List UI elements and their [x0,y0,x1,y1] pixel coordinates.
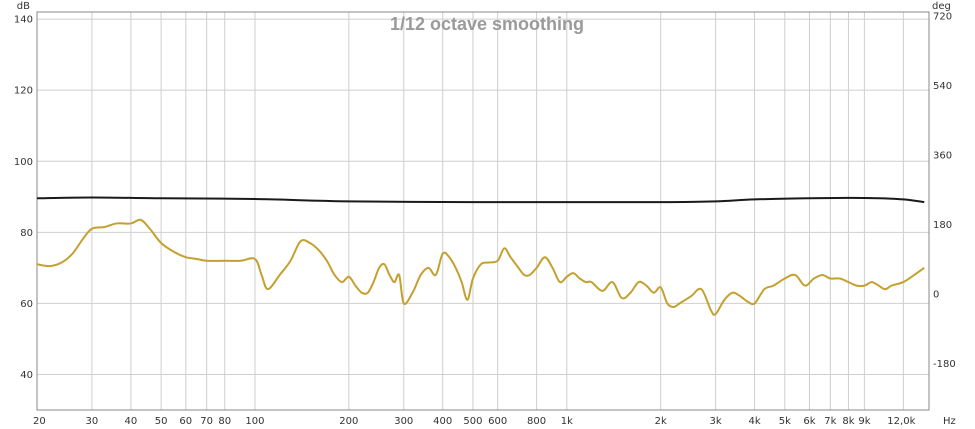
right-axis-unit: deg [932,1,951,12]
left-tick-label: 80 [20,228,33,239]
right-tick-label: 720 [933,11,952,22]
x-tick-label: 7k [824,416,836,427]
right-tick-label: 360 [933,150,952,161]
x-tick-label: 60 [179,416,192,427]
phase-line [36,196,925,204]
series-lines [36,196,925,316]
x-tick-label: 30 [86,416,99,427]
x-tick-label: 4k [749,416,761,427]
right-axis-ticks: -180 0 180 360 540 720 [933,11,956,370]
right-tick-label: 180 [933,220,952,231]
x-tick-label: 100 [245,416,264,427]
plot-frame [36,11,930,411]
x-tick-label: 5k [779,416,791,427]
x-axis-unit: Hz [943,416,956,427]
x-tick-label: 500 [463,416,482,427]
left-tick-label: 60 [20,299,33,310]
x-tick-label: 300 [394,416,413,427]
x-axis-ticks: 20 30 40 50 60 70 80 100 200 300 400 500 600 800 1k 2k 3… [33,416,916,427]
x-tick-label: 400 [433,416,452,427]
vertical-gridlines [36,12,904,410]
x-tick-label: 70 [200,416,213,427]
left-axis-ticks: 40 60 80 100 120 140 [14,15,33,381]
x-tick-label: 3k [710,416,722,427]
x-tick-label: 200 [339,416,358,427]
left-tick-label: 140 [14,15,33,26]
left-tick-label: 120 [14,86,33,97]
left-tick-label: 100 [14,157,33,168]
x-tick-label: 1k [561,416,573,427]
right-tick-label: 540 [933,81,952,92]
right-tick-label: -180 [933,359,956,370]
x-tick-label: 2k [655,416,667,427]
spl-line [36,218,925,316]
left-tick-label: 40 [20,370,33,381]
x-tick-label: 80 [218,416,231,427]
x-tick-label: 40 [125,416,138,427]
x-tick-label: 9k [858,416,870,427]
right-tick-label: 0 [933,290,939,301]
x-tick-label: 20 [33,416,46,427]
chart-title: 1/12 octave smoothing [390,14,584,34]
x-tick-label: 800 [527,416,546,427]
x-tick-label: 6k [803,416,815,427]
x-tick-label: 600 [488,416,507,427]
x-tick-label: 50 [155,416,168,427]
horizontal-gridlines [37,18,929,375]
x-tick-label: 12,0k [887,416,915,427]
left-axis-unit: dB [17,1,30,12]
x-tick-label: 8k [842,416,854,427]
